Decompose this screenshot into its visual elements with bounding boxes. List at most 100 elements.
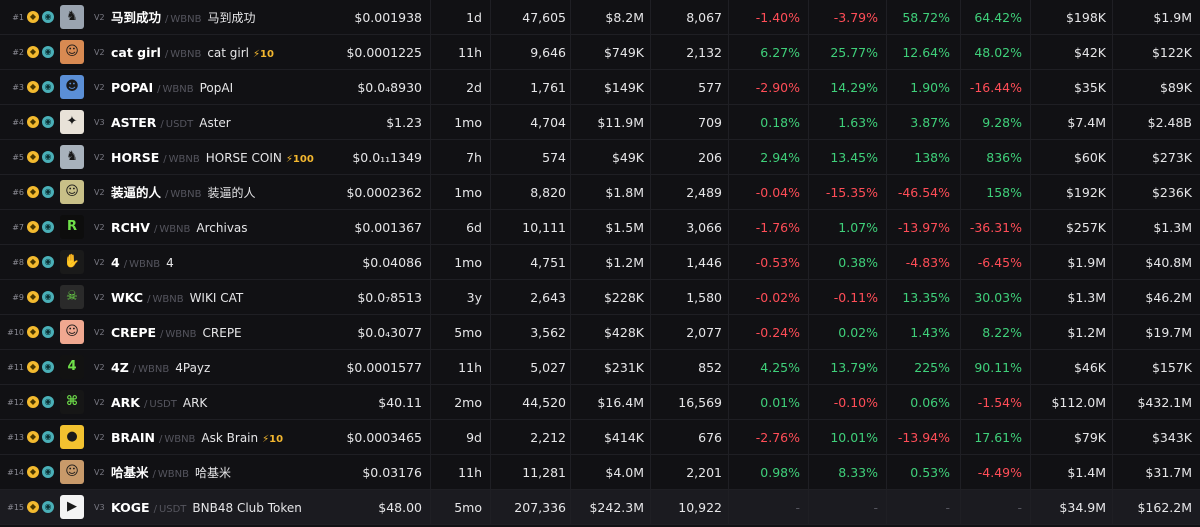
rank-label: #12 <box>7 398 24 407</box>
table-row[interactable]: #13 ◆ ◉ ● V2 BRAIN / WBNB Ask Brain ⚡10 $0.0003465… <box>0 420 1200 455</box>
pair-name[interactable]: 4/WBNB 4 <box>111 245 174 280</box>
dex-version-label: V2 <box>94 363 105 372</box>
table-row[interactable]: #2 ◆ ◉ ☺ V2 cat girl / WBNB cat girl ⚡10 $0.000122… <box>0 35 1200 70</box>
pair-name[interactable]: CREPE / WBNB CREPE <box>111 315 242 350</box>
makers-cell: 2,077 <box>686 325 722 340</box>
makers-cell: 577 <box>698 80 722 95</box>
dex-version-label: V2 <box>94 188 105 197</box>
dex-version-label: V2 <box>94 83 105 92</box>
dex-version-label: V2 <box>94 13 105 22</box>
column-divider <box>570 455 571 490</box>
pair-name[interactable]: 4Z / WBNB 4Payz <box>111 350 210 385</box>
pair-name[interactable]: 马到成功 / WBNB 马到成功 <box>111 0 256 35</box>
column-divider <box>1030 490 1031 525</box>
boost-badge: ⚡10 <box>253 49 274 60</box>
change-6h-cell: -4.83% <box>905 255 950 270</box>
column-divider <box>650 175 651 210</box>
bnb-chain-icon: ◆ <box>27 501 39 513</box>
volume-cell: $1.8M <box>605 185 644 200</box>
table-row[interactable]: #4 ◆ ◉ ✦ V3 ASTER / USDT Aster $1.23 1mo 4,704 $11.9… <box>0 105 1200 140</box>
rank-label: #3 <box>12 83 24 92</box>
pair-name[interactable]: RCHV / WBNB Archivas <box>111 210 248 245</box>
txns-cell: 3,562 <box>530 325 566 340</box>
table-row[interactable]: #14 ◆ ◉ ☺ V2 哈基米 / WBNB 哈基米 $0.03176 11h 11,281 $4.0… <box>0 455 1200 490</box>
quote-token: WBNB <box>164 434 196 445</box>
pair-name[interactable]: WKC / WBNB WIKI CAT <box>111 280 243 315</box>
change-24h-cell: -1.54% <box>977 395 1022 410</box>
table-row[interactable]: #11 ◆ ◉ 4 V2 4Z / WBNB 4Payz $0.0001577 11h 5,027 $2… <box>0 350 1200 385</box>
table-row[interactable]: #8 ◆ ◉ ✋ V2 4/WBNB 4 $0.04086 1mo 4,751 $1.2M 1,446… <box>0 245 1200 280</box>
token-symbol: 马到成功 <box>111 10 162 25</box>
rank-label: #9 <box>12 293 24 302</box>
pair-name[interactable]: ASTER / USDT Aster <box>111 105 231 140</box>
table-row[interactable]: #1 ◆ ◉ ♞ V2 马到成功 / WBNB 马到成功 $0.001938 1d 47,605 $8.… <box>0 0 1200 35</box>
change-5m-cell: -0.04% <box>755 185 800 200</box>
market-cap-cell: $1.9M <box>1153 10 1192 25</box>
pair-name[interactable]: ARK / USDT ARK <box>111 385 207 420</box>
column-divider <box>1112 350 1113 385</box>
dex-version-label: V2 <box>94 328 105 337</box>
column-divider <box>808 455 809 490</box>
column-divider <box>570 315 571 350</box>
column-divider <box>728 105 729 140</box>
table-row[interactable]: #7 ◆ ◉ R V2 RCHV / WBNB Archivas $0.001367 6d 10,11… <box>0 210 1200 245</box>
table-row[interactable]: #15 ◆ ◉ ▶ V3 KOGE / USDT BNB48 Club Token $48.00 5… <box>0 490 1200 525</box>
token-symbol: CREPE <box>111 325 157 340</box>
pair-name[interactable]: cat girl / WBNB cat girl ⚡10 <box>111 35 274 70</box>
column-divider <box>886 315 887 350</box>
column-divider <box>808 315 809 350</box>
liquidity-cell: $46K <box>1073 360 1106 375</box>
column-divider <box>960 105 961 140</box>
change-6h-cell: - <box>945 500 950 515</box>
column-divider <box>490 490 491 525</box>
table-row[interactable]: #6 ◆ ◉ ☺ V2 装逼的人 / WBNB 装逼的人 $0.0002362 1mo 8,820 $1… <box>0 175 1200 210</box>
column-divider <box>886 175 887 210</box>
table-row[interactable]: #10 ◆ ◉ ☺ V2 CREPE / WBNB CREPE $0.0₄3077 5mo 3,562… <box>0 315 1200 350</box>
token-name: Archivas <box>196 221 248 235</box>
table-row[interactable]: #12 ◆ ◉ ⌘ V2 ARK / USDT ARK $40.11 2mo 44,520 $16.4M… <box>0 385 1200 420</box>
table-row[interactable]: #3 ◆ ◉ ☻ V2 POPAI / WBNB PopAI $0.0₄8930 2d 1,761 $1… <box>0 70 1200 105</box>
pair-name[interactable]: HORSE / WBNB HORSE COIN ⚡100 <box>111 140 314 175</box>
change-24h-cell: -36.31% <box>969 220 1022 235</box>
token-symbol: ASTER <box>111 115 157 130</box>
volume-cell: $749K <box>603 45 644 60</box>
column-divider <box>1112 385 1113 420</box>
change-1h-cell: 13.45% <box>830 150 878 165</box>
pair-name[interactable]: POPAI / WBNB PopAI <box>111 70 233 105</box>
change-5m-cell: 0.18% <box>760 115 800 130</box>
column-divider <box>728 420 729 455</box>
change-5m-cell: 2.94% <box>760 150 800 165</box>
quote-token: WBNB <box>152 294 184 305</box>
quote-token: WBNB <box>138 364 170 375</box>
makers-cell: 1,580 <box>686 290 722 305</box>
pair-name[interactable]: 装逼的人 / WBNB 装逼的人 <box>111 175 256 210</box>
token-symbol: 4 <box>111 255 120 270</box>
rank-label: #2 <box>12 48 24 57</box>
column-divider <box>570 210 571 245</box>
volume-cell: $16.4M <box>597 395 644 410</box>
column-divider <box>960 280 961 315</box>
table-row[interactable]: #9 ◆ ◉ ☠ V2 WKC / WBNB WIKI CAT $0.0₇8513 3y 2,643 $… <box>0 280 1200 315</box>
pair-name[interactable]: 哈基米 / WBNB 哈基米 <box>111 455 231 490</box>
pair-name[interactable]: BRAIN / WBNB Ask Brain ⚡10 <box>111 420 283 455</box>
txns-cell: 4,704 <box>530 115 566 130</box>
column-divider <box>650 245 651 280</box>
liquidity-cell: $1.2M <box>1067 325 1106 340</box>
token-symbol: 哈基米 <box>111 465 149 480</box>
column-divider <box>960 35 961 70</box>
column-divider <box>570 70 571 105</box>
txns-cell: 1,761 <box>530 80 566 95</box>
column-divider <box>960 385 961 420</box>
change-24h-cell: 48.02% <box>974 45 1022 60</box>
column-divider <box>960 140 961 175</box>
column-divider <box>886 70 887 105</box>
rank-label: #10 <box>7 328 24 337</box>
column-divider <box>1112 245 1113 280</box>
brain-icon: ● <box>60 425 84 449</box>
change-5m-cell: 6.27% <box>760 45 800 60</box>
dex-icon: ◉ <box>42 431 54 443</box>
market-cap-cell: $343K <box>1151 430 1192 445</box>
table-row[interactable]: #5 ◆ ◉ ♞ V2 HORSE / WBNB HORSE COIN ⚡100 $0.0₁₁134… <box>0 140 1200 175</box>
pair-name[interactable]: KOGE / USDT BNB48 Club Token <box>111 490 302 525</box>
quote-token: WBNB <box>168 154 200 165</box>
